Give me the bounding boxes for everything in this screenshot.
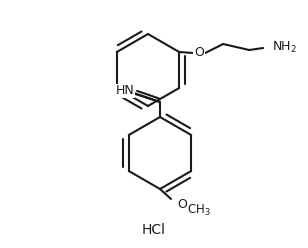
Text: O: O [123, 84, 133, 96]
Text: HCl: HCl [142, 223, 166, 237]
Text: NH$_2$: NH$_2$ [272, 39, 297, 55]
Text: CH$_3$: CH$_3$ [187, 202, 211, 217]
Text: O: O [194, 47, 204, 60]
Text: HN: HN [116, 85, 135, 97]
Text: O: O [177, 197, 187, 211]
